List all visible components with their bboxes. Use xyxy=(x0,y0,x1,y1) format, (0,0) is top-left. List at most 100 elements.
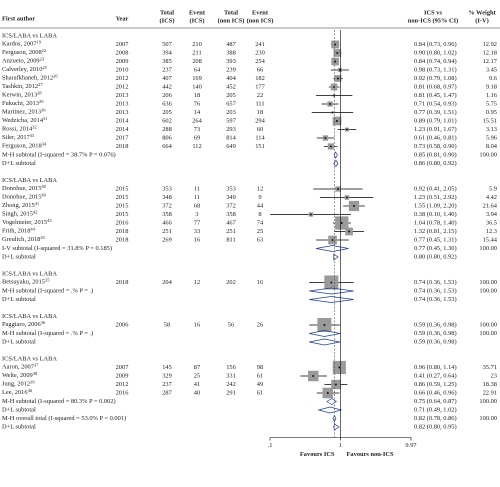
point-estimate xyxy=(334,43,337,46)
cell-total-ics: 636 xyxy=(162,100,172,107)
cell-total-ics: 806 xyxy=(162,134,172,141)
summary-label: M-H subtotal (I-squared = .% P = .) xyxy=(2,287,93,294)
cell-year: 2014 xyxy=(116,126,130,133)
point-estimate xyxy=(337,77,339,80)
study-author: Rossi, 201432 xyxy=(2,125,37,133)
cell-total-non: 372 xyxy=(226,202,236,209)
author: Paggiaro, 2006 xyxy=(2,321,41,328)
point-estimate xyxy=(324,137,327,139)
cell-year: 2007 xyxy=(116,364,130,371)
cell-total-ics: 269 xyxy=(162,236,172,243)
cell-event-ics: 16 xyxy=(194,321,200,328)
point-estimate xyxy=(310,213,312,216)
cell-event-ics: 11 xyxy=(194,194,200,201)
point-estimate xyxy=(330,281,333,284)
study-author: Singh, 201542 xyxy=(2,210,37,218)
column-header: (I-V) xyxy=(475,17,489,24)
point-estimate xyxy=(327,392,329,394)
reference: 27 xyxy=(38,82,43,87)
ci-label: 0.66 (0.46, 0.96) xyxy=(414,389,457,396)
column-header: Total xyxy=(160,9,174,16)
column-header: % Weight xyxy=(468,9,496,16)
reference: 38 xyxy=(33,371,38,376)
weight-label: 4.42 xyxy=(486,194,497,201)
summary-diamond xyxy=(332,414,337,423)
point-estimate xyxy=(336,120,338,122)
column-header: Total xyxy=(224,9,238,16)
author: Singh, 2015 xyxy=(2,211,33,218)
study-author: Vogelmeier, 201543 xyxy=(2,218,52,226)
column-header: Event xyxy=(252,9,269,16)
cell-total-non: 202 xyxy=(226,279,236,286)
cell-year: 2013 xyxy=(116,109,129,116)
author: Vogelmeier, 2015 xyxy=(2,219,47,226)
weight-label: 5.96 xyxy=(486,134,497,141)
summary-diamond xyxy=(317,406,343,414)
cell-event-non: 98 xyxy=(257,364,263,371)
summary-diamond xyxy=(333,253,339,261)
reference: 34 xyxy=(42,142,47,147)
weight-label: 15.44 xyxy=(483,236,498,243)
cell-total-ics: 664 xyxy=(162,143,172,150)
weight-label: 100.00 xyxy=(479,415,497,422)
column-header: non-ICS (95% CI) xyxy=(408,17,458,24)
summary-diamond xyxy=(333,159,339,168)
cell-event-non: 25 xyxy=(257,228,263,235)
ci-label: 0.85 (0.81, 0.90) xyxy=(414,151,457,158)
ci-label: 0.74 (0.36, 1.53) xyxy=(414,287,457,294)
reference: 37 xyxy=(34,363,39,368)
reference: 28 xyxy=(37,91,42,96)
ci-label: 0.71 (0.54, 0.93) xyxy=(414,100,457,107)
reference: 44 xyxy=(30,227,35,232)
author: Aaron, 2007 xyxy=(2,364,35,371)
cell-event-non: 12 xyxy=(257,185,263,192)
point-estimate xyxy=(312,375,315,377)
cell-year: 2012 xyxy=(116,381,129,388)
cell-total-non: 156 xyxy=(226,364,236,371)
weight-label: 9.18 xyxy=(486,83,497,90)
cell-total-ics: 407 xyxy=(162,75,172,82)
cell-year: 2009 xyxy=(116,372,129,379)
cell-event-ics: 76 xyxy=(194,100,200,107)
weight-label: 12.17 xyxy=(483,58,498,65)
ci-label: 0.82 (0.80, 0.95) xyxy=(414,423,457,430)
weight-label: 5.9 xyxy=(489,185,497,192)
point-estimate xyxy=(346,128,348,131)
ci-label: 1.32 (0.81, 2.15) xyxy=(414,228,457,235)
ci-label: 0.82 (0.78, 0.86) xyxy=(414,415,457,422)
cell-total-non: 487 xyxy=(226,41,236,48)
ci-label: 0.75 (0.64, 0.87) xyxy=(414,398,457,405)
author: Ferguson, 2008 xyxy=(2,49,42,56)
cell-event-non: 61 xyxy=(257,389,263,396)
cell-year: 2015 xyxy=(116,194,129,201)
cell-year: 2013 xyxy=(116,100,129,107)
ci-label: 0.73 (0.58, 0.90) xyxy=(414,143,457,150)
cell-event-ics: 69 xyxy=(194,134,200,141)
study-author: Welte, 200938 xyxy=(2,371,38,379)
cell-year: 2018 xyxy=(116,228,129,235)
summary-diamond xyxy=(326,398,337,405)
author: Ferguson, 2018 xyxy=(2,143,42,150)
cell-event-non: 60 xyxy=(257,126,263,133)
cell-event-non: 182 xyxy=(255,75,265,82)
x-tick-label: 1 xyxy=(339,442,342,449)
author: Wedzicha, 2014 xyxy=(2,117,44,124)
cell-event-non: 114 xyxy=(255,134,265,141)
cell-year: 2006 xyxy=(116,321,129,328)
cell-event-non: 8 xyxy=(258,211,261,218)
cell-year: 2007 xyxy=(116,41,130,48)
ci-label: 0.96 (0.80, 1.14) xyxy=(414,364,457,371)
study-author: Lee, 201646 xyxy=(2,388,33,396)
study-author: Anzueto, 200923 xyxy=(2,57,45,65)
cell-event-non: 177 xyxy=(255,83,265,90)
point-estimate xyxy=(339,69,341,71)
cell-event-ics: 64 xyxy=(194,66,201,73)
weight-label: 100.00 xyxy=(479,330,497,337)
reference: 42 xyxy=(33,210,38,215)
cell-year: 2009 xyxy=(116,58,129,65)
point-estimate xyxy=(330,145,332,148)
weight-label: 12.18 xyxy=(483,49,497,56)
cell-event-non: 63 xyxy=(257,236,263,243)
cell-year: 2012 xyxy=(116,75,129,82)
